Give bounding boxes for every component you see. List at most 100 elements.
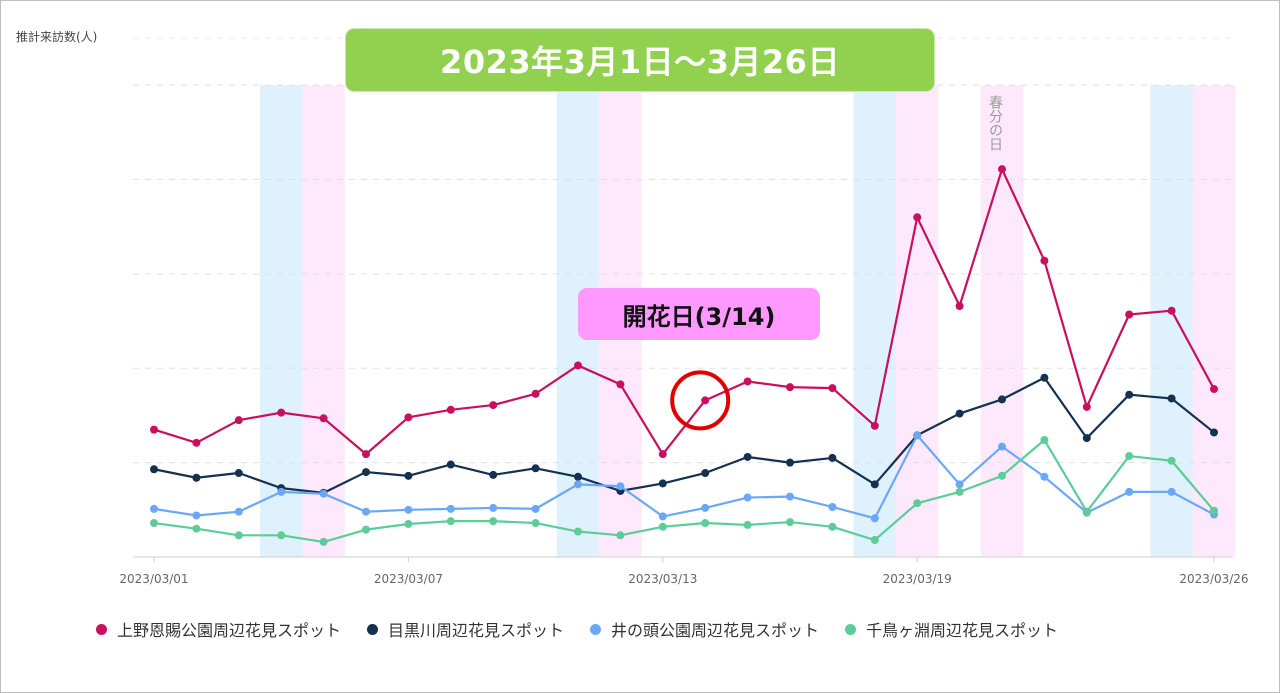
saturday-band-1 — [260, 85, 303, 557]
data-point-1 — [574, 361, 582, 370]
data-point-2 — [446, 460, 455, 469]
data-point-4 — [743, 520, 752, 529]
data-point-1 — [1082, 402, 1091, 411]
data-point-2 — [192, 473, 201, 482]
legend-item-inokashira[interactable]: 井の頭公園周辺花見スポット — [590, 617, 819, 641]
data-point-4 — [701, 519, 710, 528]
data-point-1 — [913, 213, 922, 222]
data-point-3 — [192, 511, 201, 520]
data-point-2 — [404, 471, 413, 480]
data-point-4 — [1125, 452, 1134, 461]
data-point-4 — [828, 522, 837, 531]
data-point-3 — [870, 514, 879, 523]
legend-marker-meguro — [367, 623, 379, 635]
data-point-3 — [743, 493, 752, 502]
data-point-3 — [362, 507, 370, 516]
data-point-2 — [531, 464, 540, 473]
data-point-4 — [531, 519, 540, 528]
data-point-4 — [319, 537, 328, 546]
data-point-2 — [574, 472, 582, 481]
data-point-2 — [150, 465, 158, 474]
data-point-3 — [1040, 472, 1049, 481]
legend-marker-ueno — [96, 623, 107, 635]
data-point-2 — [658, 479, 667, 488]
sunday-band-1 — [302, 85, 345, 557]
data-point-2 — [828, 453, 837, 462]
data-point-3 — [786, 492, 794, 501]
saturday-band-3 — [853, 85, 896, 557]
data-point-3 — [489, 503, 498, 512]
data-point-3 — [1167, 487, 1176, 496]
data-point-4 — [1167, 456, 1176, 465]
data-point-2 — [998, 395, 1006, 404]
saturday-band-4 — [1150, 85, 1193, 557]
data-point-4 — [616, 531, 625, 540]
data-point-2 — [489, 470, 498, 479]
legend-item-ueno[interactable]: 上野恩賜公園周辺花見スポット — [96, 617, 341, 641]
data-point-3 — [319, 489, 328, 498]
legend-label-ueno: 上野恩賜公園周辺花見スポット — [117, 621, 342, 640]
data-point-1 — [616, 380, 625, 389]
sunday-band-3 — [896, 85, 939, 557]
holiday-band — [980, 85, 1024, 557]
data-point-1 — [150, 425, 158, 434]
data-point-2 — [362, 468, 370, 477]
chart-legend: 上野恩賜公園周辺花見スポット 目黒川周辺花見スポット 井の頭公園周辺花見スポット… — [96, 617, 1058, 641]
legend-label-chidorigafuchi: 千鳥ヶ淵周辺花見スポット — [866, 621, 1059, 640]
data-point-1 — [828, 384, 837, 393]
data-point-3 — [446, 504, 455, 513]
data-point-4 — [362, 525, 370, 534]
data-point-1 — [1125, 310, 1134, 319]
data-point-4 — [955, 487, 964, 496]
data-point-3 — [658, 512, 667, 521]
legend-item-meguro[interactable]: 目黒川周辺花見スポット — [367, 617, 564, 641]
data-point-3 — [913, 431, 922, 440]
data-point-2 — [955, 409, 964, 418]
data-point-4 — [1210, 506, 1218, 515]
data-point-1 — [192, 438, 201, 447]
data-point-2 — [743, 452, 752, 461]
chart-title: 2023年3月1日～3月26日 — [440, 43, 840, 81]
legend-marker-chidorigafuchi — [845, 623, 857, 635]
data-point-2 — [1210, 428, 1218, 437]
data-point-1 — [446, 405, 455, 414]
data-point-3 — [531, 504, 540, 513]
data-point-1 — [701, 396, 710, 405]
data-point-2 — [1125, 390, 1134, 399]
data-point-1 — [234, 416, 243, 425]
data-point-4 — [404, 519, 413, 528]
bloom-date-callout: 開花日(3/14) — [578, 288, 820, 340]
y-axis-label: 推計来訪数(人) — [16, 30, 98, 44]
data-point-4 — [489, 517, 498, 526]
data-point-3 — [277, 487, 286, 496]
data-point-4 — [658, 522, 667, 531]
data-point-1 — [1040, 256, 1049, 265]
data-point-3 — [701, 503, 710, 512]
sunday-band-4 — [1192, 85, 1236, 557]
legend-item-chidorigafuchi[interactable]: 千鳥ヶ淵周辺花見スポット — [845, 617, 1058, 641]
data-point-1 — [658, 450, 667, 459]
data-point-4 — [150, 519, 158, 528]
series-line-1 — [153, 168, 1215, 456]
data-point-1 — [277, 408, 286, 417]
data-point-2 — [786, 458, 794, 467]
data-point-2 — [1167, 394, 1176, 403]
data-point-3 — [1125, 487, 1134, 496]
x-tick-label: 2023/03/13 — [628, 572, 697, 586]
data-point-3 — [616, 482, 625, 491]
data-point-4 — [786, 518, 794, 527]
bloom-date-label: 開花日(3/14) — [622, 302, 776, 331]
holiday-label: 春分の日 — [987, 95, 1003, 151]
series-line-4 — [153, 438, 1215, 544]
x-tick-label: 2023/03/07 — [374, 572, 443, 586]
data-point-3 — [404, 505, 413, 514]
data-point-1 — [404, 413, 413, 422]
data-point-2 — [701, 469, 710, 478]
data-point-4 — [234, 531, 243, 540]
data-point-3 — [234, 507, 243, 516]
chart-title-banner: 2023年3月1日～3月26日 — [346, 29, 934, 91]
data-point-2 — [870, 480, 879, 489]
series-line-3 — [153, 434, 1215, 520]
data-point-1 — [955, 301, 964, 310]
